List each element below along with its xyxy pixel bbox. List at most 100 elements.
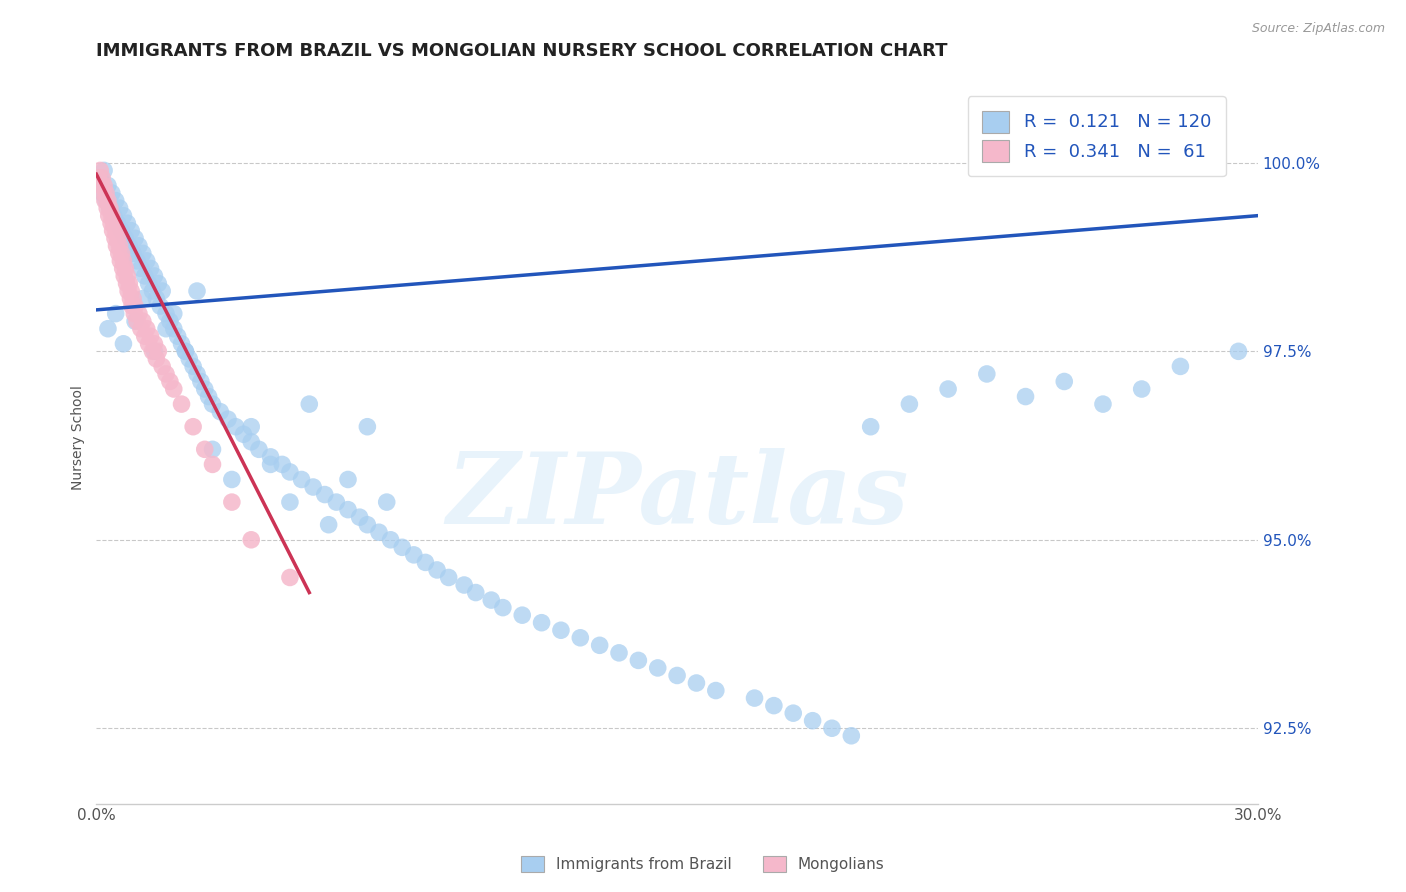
Point [201, 397, 224, 411]
Point [132, 314, 155, 328]
Point [121, 299, 143, 313]
Point [1014, 390, 1036, 404]
Point [135, 322, 157, 336]
Point [122, 292, 145, 306]
Point [108, 201, 131, 215]
Point [174, 344, 197, 359]
Point [128, 239, 150, 253]
Point [125, 253, 148, 268]
Point [318, 517, 340, 532]
Point [115, 277, 138, 291]
Point [118, 239, 141, 253]
Point [589, 638, 612, 652]
Point [1227, 344, 1250, 359]
Point [163, 382, 186, 396]
Point [821, 721, 844, 735]
Point [314, 487, 336, 501]
Point [170, 336, 193, 351]
Point [762, 698, 785, 713]
Point [96, 201, 118, 215]
Text: IMMIGRANTS FROM BRAZIL VS MONGOLIAN NURSERY SCHOOL CORRELATION CHART: IMMIGRANTS FROM BRAZIL VS MONGOLIAN NURS… [97, 42, 948, 60]
Point [101, 209, 124, 223]
Point [685, 676, 707, 690]
Point [290, 473, 312, 487]
Point [159, 375, 181, 389]
Point [155, 307, 177, 321]
Y-axis label: Nursery School: Nursery School [72, 385, 86, 491]
Point [139, 261, 162, 276]
Point [94, 194, 117, 208]
Point [107, 216, 129, 230]
Point [112, 336, 135, 351]
Point [108, 239, 131, 253]
Point [87, 171, 110, 186]
Point [145, 292, 167, 306]
Point [159, 314, 181, 328]
Point [97, 322, 120, 336]
Point [93, 163, 115, 178]
Point [91, 186, 114, 200]
Legend: Immigrants from Brazil, Mongolians: Immigrants from Brazil, Mongolians [513, 848, 893, 880]
Point [128, 307, 150, 321]
Legend: R =  0.121   N = 120, R =  0.341   N =  61: R = 0.121 N = 120, R = 0.341 N = 61 [967, 96, 1226, 177]
Point [839, 729, 862, 743]
Point [936, 382, 959, 396]
Point [91, 186, 114, 200]
Point [132, 292, 155, 306]
Point [132, 246, 155, 260]
Point [247, 442, 270, 457]
Point [1091, 397, 1114, 411]
Point [898, 397, 921, 411]
Point [1170, 359, 1192, 374]
Point [150, 284, 173, 298]
Point [97, 209, 120, 223]
Point [111, 261, 134, 276]
Point [607, 646, 630, 660]
Point [101, 186, 124, 200]
Point [104, 307, 127, 321]
Point [124, 314, 146, 328]
Point [402, 548, 425, 562]
Point [97, 194, 120, 208]
Point [240, 533, 263, 547]
Point [170, 397, 193, 411]
Point [163, 307, 186, 321]
Point [375, 495, 398, 509]
Point [94, 186, 117, 200]
Point [232, 427, 254, 442]
Point [569, 631, 592, 645]
Point [103, 216, 125, 230]
Point [141, 284, 163, 298]
Point [122, 246, 145, 260]
Point [201, 442, 224, 457]
Point [492, 600, 515, 615]
Point [415, 555, 437, 569]
Point [138, 277, 160, 291]
Point [120, 292, 142, 306]
Point [627, 653, 650, 667]
Point [174, 344, 197, 359]
Point [101, 224, 124, 238]
Point [97, 178, 120, 193]
Point [148, 277, 170, 291]
Point [98, 201, 121, 215]
Point [179, 351, 201, 366]
Point [271, 458, 294, 472]
Point [112, 268, 135, 283]
Point [110, 224, 132, 238]
Point [976, 367, 998, 381]
Point [112, 253, 135, 268]
Point [163, 322, 186, 336]
Point [337, 473, 360, 487]
Point [149, 299, 172, 313]
Point [278, 495, 301, 509]
Point [464, 585, 486, 599]
Point [155, 322, 177, 336]
Point [134, 268, 156, 283]
Point [221, 473, 243, 487]
Point [107, 246, 129, 260]
Point [704, 683, 727, 698]
Point [221, 495, 243, 509]
Point [666, 668, 689, 682]
Point [138, 336, 160, 351]
